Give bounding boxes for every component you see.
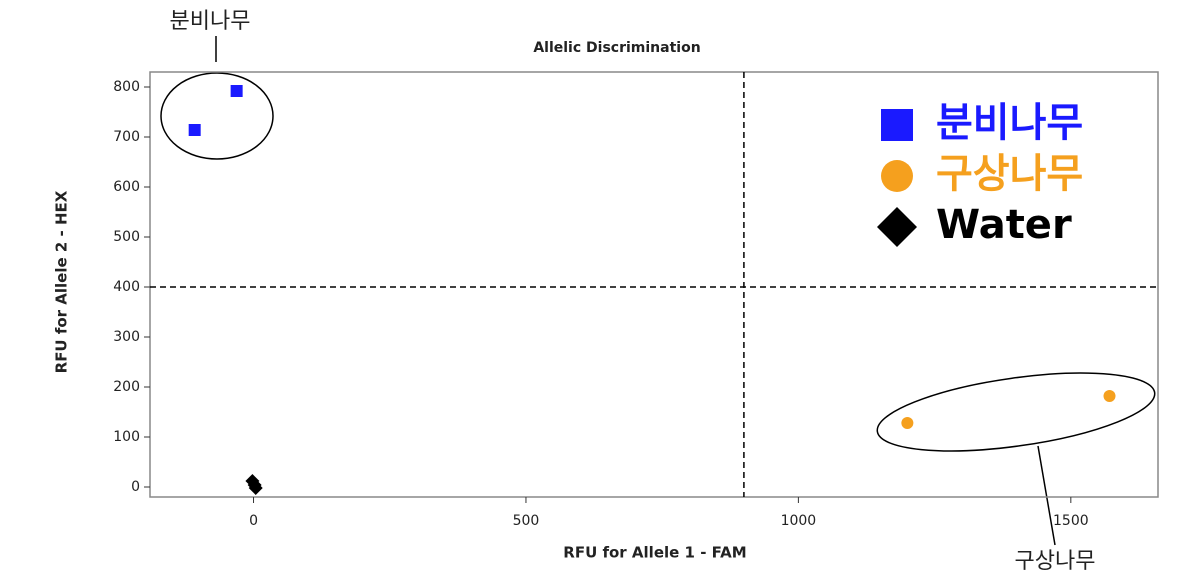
legend-label: Water [936, 202, 1072, 248]
y-tick-label: 200 [113, 379, 140, 395]
y-tick-label: 0 [131, 479, 140, 495]
chart-title: Allelic Discrimination [533, 40, 700, 56]
legend-label: 분비나무 [936, 100, 1083, 146]
annotation: 분비나무 [170, 9, 251, 34]
legend-label: 구상나무 [936, 151, 1083, 197]
y-tick-label: 600 [113, 179, 140, 195]
y-tick-label: 100 [113, 429, 140, 445]
data-point [188, 124, 201, 136]
y-axis-title: RFU for Allele 2 - HEX [53, 190, 71, 373]
x-tick-label: 1500 [1053, 513, 1089, 529]
annotation-ellipse [876, 372, 1156, 452]
data-point [1103, 390, 1116, 402]
y-tick-label: 400 [113, 279, 140, 295]
x-axis-title: RFU for Allele 1 - FAM [563, 544, 746, 562]
y-tick-label: 800 [113, 79, 140, 95]
y-tick-label: 500 [113, 229, 140, 245]
x-tick-label: 1000 [781, 513, 817, 529]
data-point [230, 85, 243, 97]
legend-marker [881, 160, 913, 192]
legend-marker [881, 109, 913, 141]
annotation-ellipse [160, 72, 274, 160]
data-point [901, 417, 914, 429]
annotation-pointer [1037, 445, 1056, 546]
y-tick-label: 700 [113, 129, 140, 145]
legend-marker [877, 207, 917, 247]
x-tick-label: 500 [513, 513, 540, 529]
data-point [248, 481, 263, 495]
annotation: 구상나무 [1015, 549, 1096, 574]
plot-frame [149, 71, 1159, 498]
y-tick-label: 300 [113, 329, 140, 345]
x-tick-label: 0 [249, 513, 258, 529]
